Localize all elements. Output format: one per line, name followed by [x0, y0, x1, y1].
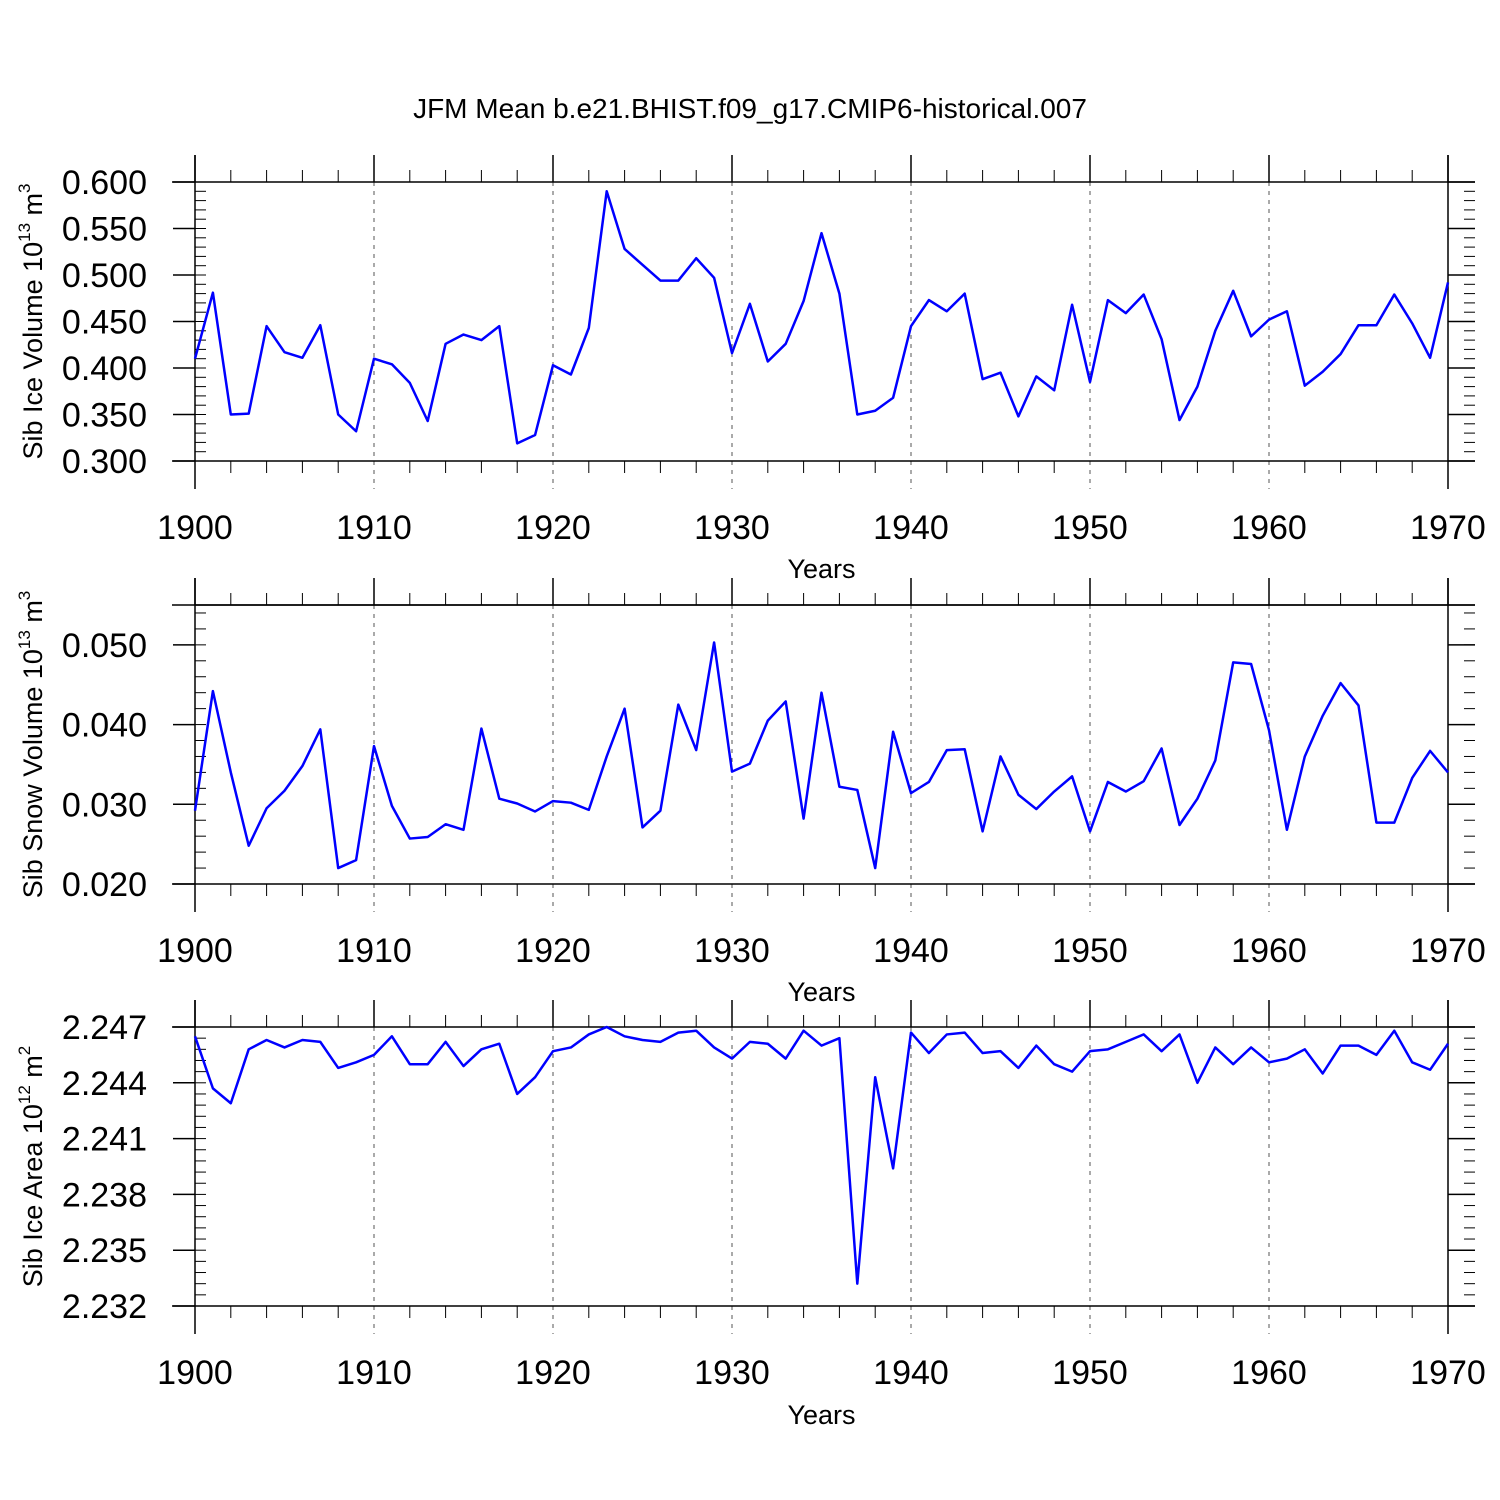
- x-tick-label: 1920: [515, 932, 591, 970]
- series-line: [193, 1025, 1450, 1285]
- y-axis-title: Sib Snow Volume 1013 m3: [15, 591, 48, 899]
- x-axis-title: Years: [787, 554, 855, 584]
- x-tick-label: 1970: [1410, 509, 1486, 547]
- x-tick-label: 1940: [873, 1354, 949, 1392]
- x-tick-label: 1920: [515, 509, 591, 547]
- y-tick-label: 2.247: [62, 1009, 147, 1047]
- y-tick-label: 0.450: [62, 304, 147, 342]
- y-axis-title: Sib Ice Volume 1013 m3: [15, 183, 48, 459]
- y-tick-label: 2.232: [62, 1288, 147, 1326]
- y-tick-label: 2.235: [62, 1232, 147, 1270]
- y-tick-label: 0.050: [62, 627, 147, 665]
- x-tick-label: 1950: [1052, 509, 1128, 547]
- x-tick-label: 1960: [1231, 932, 1307, 970]
- series-line: [193, 190, 1450, 445]
- x-tick-label: 1960: [1231, 509, 1307, 547]
- x-axis-title: Years: [787, 977, 855, 1007]
- x-tick-label: 1950: [1052, 932, 1128, 970]
- x-axis-title: Years: [787, 1400, 855, 1430]
- y-tick-label: 0.350: [62, 397, 147, 435]
- panel-3: 2.232 2.235 2.238 2.241 2.244 2.247 1900 1910 19…: [15, 1000, 1486, 1430]
- x-tick-label: 1960: [1231, 1354, 1307, 1392]
- panel-2: 0.020 0.030 0.040 0.050 1900 1910 1920 1930 1940…: [15, 578, 1486, 1007]
- y-tick-label: 2.241: [62, 1121, 147, 1159]
- chart-title: JFM Mean b.e21.BHIST.f09_g17.CMIP6-histo…: [413, 93, 1087, 124]
- x-tick-label: 1930: [694, 509, 770, 547]
- x-tick-label: 1900: [157, 509, 233, 547]
- x-tick-label: 1940: [873, 932, 949, 970]
- series-line: [193, 641, 1449, 870]
- x-tick-label: 1900: [157, 932, 233, 970]
- y-tick-label: 0.300: [62, 443, 147, 481]
- x-tick-label: 1920: [515, 1354, 591, 1392]
- y-tick-label: 2.238: [62, 1176, 147, 1214]
- x-tick-label: 1900: [157, 1354, 233, 1392]
- y-tick-label: 0.500: [62, 257, 147, 295]
- y-tick-label: 2.244: [62, 1065, 147, 1103]
- y-tick-label: 0.400: [62, 350, 147, 388]
- x-tick-label: 1930: [694, 932, 770, 970]
- y-tick-label: 0.020: [62, 866, 147, 904]
- y-tick-label: 0.040: [62, 707, 147, 745]
- y-axis-title: Sib Ice Area 1012 m2: [15, 1046, 48, 1288]
- x-tick-label: 1910: [336, 1354, 412, 1392]
- x-tick-label: 1930: [694, 1354, 770, 1392]
- y-tick-label: 0.030: [62, 786, 147, 824]
- panel-1: 0.300 0.350 0.400 0.450 0.500 0.550 0.600 1900 1…: [15, 155, 1486, 584]
- y-tick-label: 0.600: [62, 164, 147, 202]
- x-tick-label: 1970: [1410, 932, 1486, 970]
- x-tick-label: 1950: [1052, 1354, 1128, 1392]
- x-tick-label: 1910: [336, 509, 412, 547]
- x-tick-label: 1970: [1410, 1354, 1486, 1392]
- y-tick-label: 0.550: [62, 211, 147, 249]
- x-tick-label: 1940: [873, 509, 949, 547]
- x-tick-label: 1910: [336, 932, 412, 970]
